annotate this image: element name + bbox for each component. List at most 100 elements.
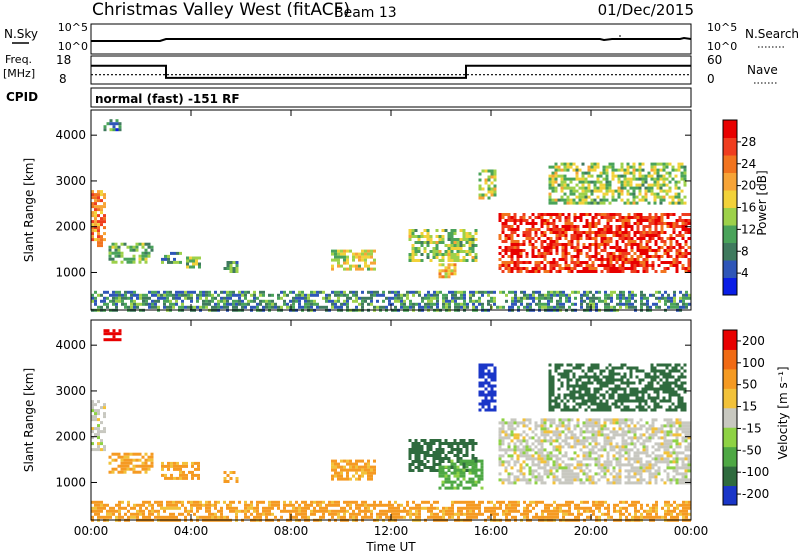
heatmap-cell bbox=[313, 293, 316, 297]
heatmap-cell bbox=[671, 381, 675, 385]
heatmap-cell bbox=[590, 201, 594, 205]
heatmap-cell bbox=[612, 246, 616, 249]
heatmap-cell bbox=[513, 213, 517, 216]
y-tick-label: 2000 bbox=[55, 220, 86, 234]
colorbar-segment bbox=[723, 207, 737, 226]
heatmap-cell bbox=[185, 473, 188, 477]
heatmap-cell bbox=[465, 469, 469, 472]
heatmap-cell bbox=[599, 405, 603, 409]
heatmap-cell bbox=[531, 255, 535, 258]
heatmap-cell bbox=[534, 234, 538, 237]
heatmap-cell bbox=[662, 168, 666, 172]
heatmap-cell bbox=[529, 302, 532, 306]
heatmap-cell bbox=[513, 216, 517, 219]
heatmap-cell bbox=[627, 481, 631, 485]
heatmap-cell bbox=[628, 302, 631, 306]
heatmap-cell bbox=[510, 472, 514, 476]
heatmap-cell bbox=[669, 421, 673, 425]
heatmap-cell bbox=[677, 165, 681, 169]
heatmap-cell bbox=[454, 296, 457, 300]
heatmap-cell bbox=[641, 369, 645, 373]
heatmap-cell bbox=[654, 442, 658, 446]
heatmap-cell bbox=[654, 475, 658, 479]
heatmap-cell bbox=[123, 257, 127, 261]
heatmap-cell bbox=[138, 470, 142, 474]
heatmap-cell bbox=[646, 296, 649, 300]
heatmap-cell bbox=[301, 293, 304, 297]
heatmap-cell bbox=[639, 463, 643, 467]
heatmap-cell bbox=[412, 302, 415, 306]
heatmap-cell bbox=[675, 469, 679, 473]
heatmap-cell bbox=[214, 500, 217, 504]
heatmap-cell bbox=[454, 299, 457, 303]
heatmap-cell bbox=[665, 390, 669, 394]
heatmap-cell bbox=[612, 258, 616, 261]
heatmap-cell bbox=[432, 469, 436, 472]
heatmap-cell bbox=[519, 463, 523, 467]
heatmap-cell bbox=[525, 270, 529, 273]
heatmap-cell bbox=[582, 454, 586, 458]
heatmap-cell bbox=[585, 255, 589, 258]
heatmap-cell bbox=[176, 476, 179, 480]
heatmap-cell bbox=[616, 293, 619, 297]
heatmap-cell bbox=[510, 216, 514, 219]
heatmap-cell bbox=[562, 302, 565, 306]
heatmap-cell bbox=[560, 363, 564, 367]
heatmap-cell bbox=[564, 228, 568, 231]
heatmap-cell bbox=[484, 169, 488, 173]
heatmap-cell bbox=[501, 478, 505, 482]
heatmap-cell bbox=[106, 512, 109, 516]
heatmap-cell bbox=[408, 454, 412, 457]
heatmap-cell bbox=[175, 299, 178, 303]
heatmap-cell bbox=[457, 296, 460, 300]
heatmap-cell bbox=[144, 464, 148, 468]
heatmap-cell bbox=[659, 162, 663, 166]
heatmap-cell bbox=[680, 162, 684, 166]
heatmap-cell bbox=[490, 296, 493, 300]
heatmap-cell bbox=[554, 180, 558, 184]
heatmap-cell bbox=[298, 290, 301, 294]
heatmap-cell bbox=[635, 390, 639, 394]
heatmap-cell bbox=[642, 445, 646, 449]
heatmap-cell bbox=[418, 305, 421, 309]
heatmap-cell bbox=[590, 366, 594, 370]
heatmap-cell bbox=[304, 305, 307, 309]
heatmap-cell bbox=[531, 222, 535, 225]
heatmap-cell bbox=[310, 293, 313, 297]
heatmap-cell bbox=[621, 234, 625, 237]
heatmap-cell bbox=[187, 500, 190, 504]
heatmap-cell bbox=[627, 237, 631, 240]
heatmap-cell bbox=[490, 396, 494, 400]
heatmap-cell bbox=[548, 402, 552, 406]
heatmap-cell bbox=[603, 249, 607, 252]
heatmap-cell bbox=[408, 259, 412, 262]
heatmap-cell bbox=[635, 186, 639, 190]
heatmap-cell bbox=[563, 192, 567, 196]
heatmap-cell bbox=[426, 454, 430, 457]
heatmap-cell bbox=[688, 296, 691, 300]
heatmap-cell bbox=[663, 439, 667, 443]
heatmap-cell bbox=[623, 390, 627, 394]
heatmap-cell bbox=[639, 252, 643, 255]
heatmap-cell bbox=[144, 452, 148, 456]
heatmap-cell bbox=[674, 390, 678, 394]
heatmap-cell bbox=[665, 375, 669, 379]
heatmap-cell bbox=[642, 219, 646, 222]
heatmap-cell bbox=[684, 421, 688, 425]
heatmap-cell bbox=[516, 258, 520, 261]
heatmap-cell bbox=[97, 208, 100, 212]
heatmap-cell bbox=[510, 258, 514, 261]
heatmap-cell bbox=[597, 421, 601, 425]
heatmap-cell bbox=[519, 249, 523, 252]
heatmap-cell bbox=[675, 457, 679, 461]
heatmap-cell bbox=[663, 231, 667, 234]
heatmap-cell bbox=[469, 293, 472, 297]
heatmap-cell bbox=[501, 270, 505, 273]
heatmap-cell bbox=[648, 481, 652, 485]
heatmap-cell bbox=[681, 213, 685, 216]
heatmap-cell bbox=[657, 234, 661, 237]
heatmap-cell bbox=[100, 211, 103, 215]
heatmap-cell bbox=[585, 436, 589, 440]
heatmap-cell bbox=[337, 474, 340, 478]
heatmap-cell bbox=[241, 290, 244, 294]
